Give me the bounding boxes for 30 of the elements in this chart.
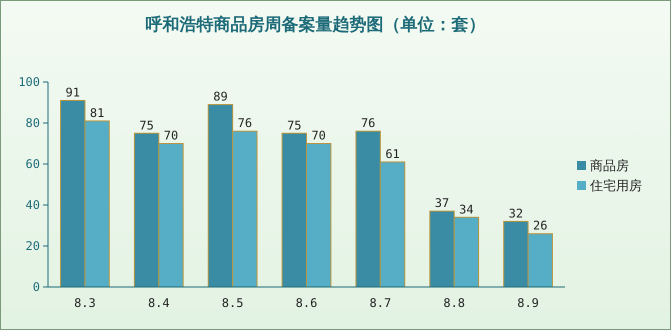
data-label: 37 bbox=[434, 196, 450, 210]
data-label: 75 bbox=[287, 118, 302, 132]
data-label: 61 bbox=[385, 146, 400, 161]
y-tick-label: 20 bbox=[26, 239, 40, 253]
x-tick-label: 8.9 bbox=[517, 296, 539, 310]
data-label: 91 bbox=[66, 85, 80, 100]
data-label: 26 bbox=[533, 218, 548, 233]
y-tick-label: 80 bbox=[26, 116, 40, 130]
y-tick-label: 100 bbox=[18, 75, 40, 89]
data-label: 76 bbox=[360, 116, 376, 130]
data-label: 32 bbox=[508, 206, 524, 220]
x-tick-label: 8.3 bbox=[74, 296, 96, 310]
text: 商品房 bbox=[590, 158, 629, 174]
data-label: 70 bbox=[164, 128, 178, 142]
data-label: 76 bbox=[238, 116, 252, 130]
x-tick-label: 8.8 bbox=[443, 296, 466, 310]
y-tick-label: 40 bbox=[26, 198, 40, 212]
x-tick-label: 8.4 bbox=[148, 296, 170, 310]
data-label: 89 bbox=[213, 90, 228, 104]
data-label: 34 bbox=[459, 202, 474, 216]
data-label: 75 bbox=[139, 118, 154, 132]
y-tick-label: 60 bbox=[26, 157, 40, 171]
x-tick-label: 8.5 bbox=[222, 296, 244, 310]
legend-label: 住宅用房 bbox=[589, 178, 642, 194]
y-tick-label: 0 bbox=[32, 280, 40, 294]
x-tick-label: 8.6 bbox=[296, 296, 318, 310]
x-tick-label: 8.7 bbox=[370, 296, 392, 310]
data-label: 70 bbox=[311, 128, 326, 142]
data-label: 81 bbox=[90, 106, 104, 120]
chart-title: 呼和浩特商品房周备案量趋势图（单位：套） bbox=[146, 14, 486, 35]
